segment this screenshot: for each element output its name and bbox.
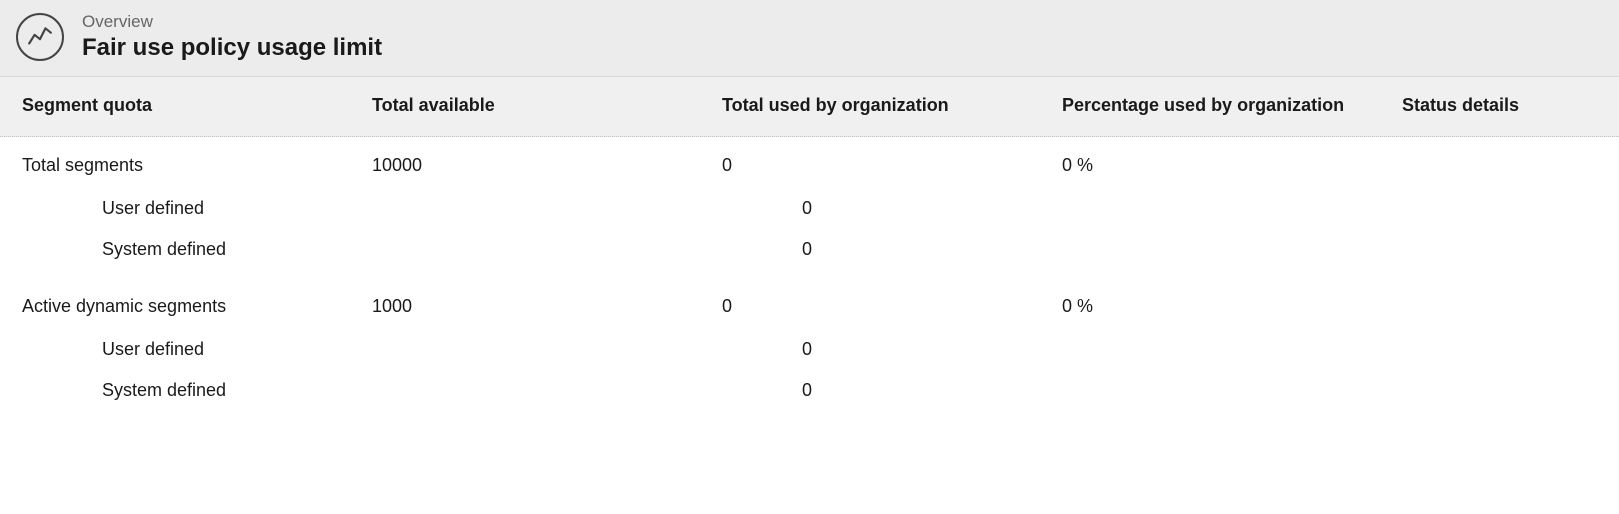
page-title: Fair use policy usage limit: [82, 34, 382, 62]
page-header: Overview Fair use policy usage limit: [0, 0, 1619, 77]
cell-subrow-label: User defined: [22, 339, 372, 360]
table-header-row: Segment quota Total available Total used…: [0, 77, 1619, 137]
table-body: Total segments 10000 0 0 % User defined …: [0, 137, 1619, 421]
column-header-segment-quota: Segment quota: [22, 95, 372, 116]
cell-subrow-label: System defined: [22, 239, 372, 260]
breadcrumb-overview: Overview: [82, 12, 382, 32]
cell-status: [1402, 296, 1597, 317]
cell-status: [1402, 155, 1597, 176]
column-header-status-details: Status details: [1402, 95, 1597, 116]
cell-subrow-label: System defined: [22, 380, 372, 401]
cell-subrow-label: User defined: [22, 198, 372, 219]
chart-line-icon: [16, 13, 64, 61]
table-subrow: User defined 0: [0, 329, 1619, 370]
table-row: Active dynamic segments 1000 0 0 %: [0, 284, 1619, 329]
cell-quota-label: Active dynamic segments: [22, 296, 372, 317]
cell-total-used: 0: [722, 155, 1062, 176]
cell-quota-label: Total segments: [22, 155, 372, 176]
table-subrow: User defined 0: [0, 188, 1619, 229]
row-spacer: [0, 270, 1619, 284]
table-row: Total segments 10000 0 0 %: [0, 143, 1619, 188]
cell-total-available: 10000: [372, 155, 722, 176]
cell-percentage: 0 %: [1062, 296, 1402, 317]
column-header-total-used: Total used by organization: [722, 95, 1062, 116]
table-subrow: System defined 0: [0, 229, 1619, 270]
table-subrow: System defined 0: [0, 370, 1619, 411]
cell-total-available: 1000: [372, 296, 722, 317]
cell-total-used: 0: [722, 296, 1062, 317]
cell-subrow-used: 0: [722, 339, 1062, 360]
header-text: Overview Fair use policy usage limit: [82, 12, 382, 62]
column-header-total-available: Total available: [372, 95, 722, 116]
cell-percentage: 0 %: [1062, 155, 1402, 176]
cell-subrow-used: 0: [722, 198, 1062, 219]
cell-subrow-used: 0: [722, 380, 1062, 401]
cell-subrow-used: 0: [722, 239, 1062, 260]
column-header-percentage-used: Percentage used by organization: [1062, 95, 1402, 116]
